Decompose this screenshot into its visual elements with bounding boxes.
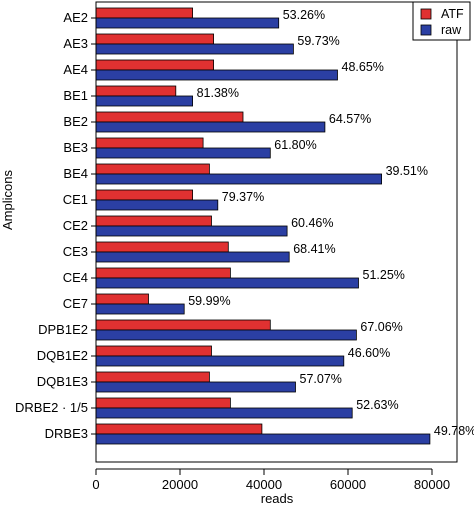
bar-atf-15 [95, 397, 231, 409]
bar-atf-3 [95, 85, 177, 97]
y-tick-label: BE4 [63, 166, 88, 181]
data-label: 59.99% [188, 294, 230, 308]
data-label: 79.37% [222, 190, 264, 204]
y-tick-label: CE1 [63, 192, 88, 207]
bar-atf-11 [95, 293, 149, 305]
bar-raw-8 [95, 225, 288, 237]
bar-raw-7 [95, 199, 219, 211]
bar-raw-6 [95, 173, 383, 185]
data-label: 49.78% [434, 424, 474, 438]
data-label: 81.38% [197, 86, 239, 100]
y-tick-label: CE7 [63, 296, 88, 311]
legend-label-raw: raw [441, 23, 462, 37]
data-label: 64.57% [329, 112, 371, 126]
bar-raw-4 [95, 121, 326, 133]
bar-atf-12 [95, 319, 271, 331]
legend-swatch-raw [420, 24, 432, 36]
legend-label-atf: ATF [441, 7, 464, 21]
bar-raw-16 [95, 433, 431, 445]
plot-frame [95, 1, 458, 463]
y-tick-label: DRBE2 · 1/5 [15, 400, 88, 415]
bar-atf-6 [95, 163, 210, 175]
data-label: 46.60% [348, 346, 390, 360]
y-tick-label: AE4 [63, 62, 88, 77]
bar-raw-0 [95, 17, 280, 29]
data-label: 68.41% [293, 242, 335, 256]
y-tick-label: CE4 [63, 270, 88, 285]
bar-raw-1 [95, 43, 294, 55]
data-label: 51.25% [363, 268, 405, 282]
y-tick-label: DQB1E3 [37, 374, 88, 389]
bar-atf-5 [95, 137, 204, 149]
x-axis-ticks: 0 20000 40000 60000 80000 [92, 468, 450, 492]
data-label: 59.73% [297, 34, 339, 48]
bar-atf-9 [95, 241, 229, 253]
bar-atf-16 [95, 423, 263, 435]
y-tick-label: CE2 [63, 218, 88, 233]
data-label: 61.80% [274, 138, 316, 152]
data-label: 60.46% [291, 216, 333, 230]
y-axis-ticks: AE2 AE3 AE4 BE1 BE2 BE3 BE4 CE1 CE2 CE3 CE4 CE7 DPB1… [15, 10, 96, 441]
bar-atf-13 [95, 345, 212, 357]
bar-raw-14 [95, 381, 296, 393]
y-tick-label: DQB1E2 [37, 348, 88, 363]
bar-raw-15 [95, 407, 353, 419]
data-label: 53.26% [283, 8, 325, 22]
bar-atf-7 [95, 189, 193, 201]
legend: ATF raw [412, 1, 471, 41]
bar-atf-14 [95, 371, 210, 383]
data-labels-layer: 53.26% 59.73%48.65% 81.38% 64.57% 61.80% 39.5… [188, 8, 474, 438]
y-tick-label: DPB1E2 [38, 322, 88, 337]
x-tick-label: 0 [92, 477, 99, 492]
y-tick-label: AE3 [63, 36, 88, 51]
data-label: 48.65% [342, 60, 384, 74]
legend-swatch-atf [420, 8, 432, 20]
x-tick-label: 20000 [162, 477, 198, 492]
bar-raw-10 [95, 277, 359, 289]
x-tick-label: 40000 [246, 477, 282, 492]
y-tick-label: BE1 [63, 88, 88, 103]
x-axis-label: reads [261, 491, 294, 506]
bar-atf-4 [95, 111, 244, 123]
y-tick-label: AE2 [63, 10, 88, 25]
bar-raw-11 [95, 303, 185, 315]
bar-atf-2 [95, 59, 214, 71]
bar-atf-0 [95, 7, 193, 19]
x-tick-label: 60000 [330, 477, 366, 492]
x-tick-label: 80000 [414, 477, 450, 492]
bar-raw-5 [95, 147, 271, 159]
bar-raw-9 [95, 251, 290, 263]
y-tick-label: BE2 [63, 114, 88, 129]
bars-layer [95, 7, 431, 445]
bar-raw-13 [95, 355, 345, 367]
bar-raw-12 [95, 329, 357, 341]
y-tick-label: BE3 [63, 140, 88, 155]
bar-raw-3 [95, 95, 193, 107]
bar-atf-10 [95, 267, 231, 279]
y-tick-label: CE3 [63, 244, 88, 259]
bar-atf-8 [95, 215, 212, 227]
data-label: 52.63% [356, 398, 398, 412]
data-label: 39.51% [386, 164, 428, 178]
bar-raw-2 [95, 69, 338, 81]
bar-atf-1 [95, 33, 214, 45]
y-axis-label: Amplicons [0, 170, 15, 230]
y-tick-label: DRBE3 [45, 426, 88, 441]
data-label: 67.06% [360, 320, 402, 334]
data-label: 57.07% [300, 372, 342, 386]
